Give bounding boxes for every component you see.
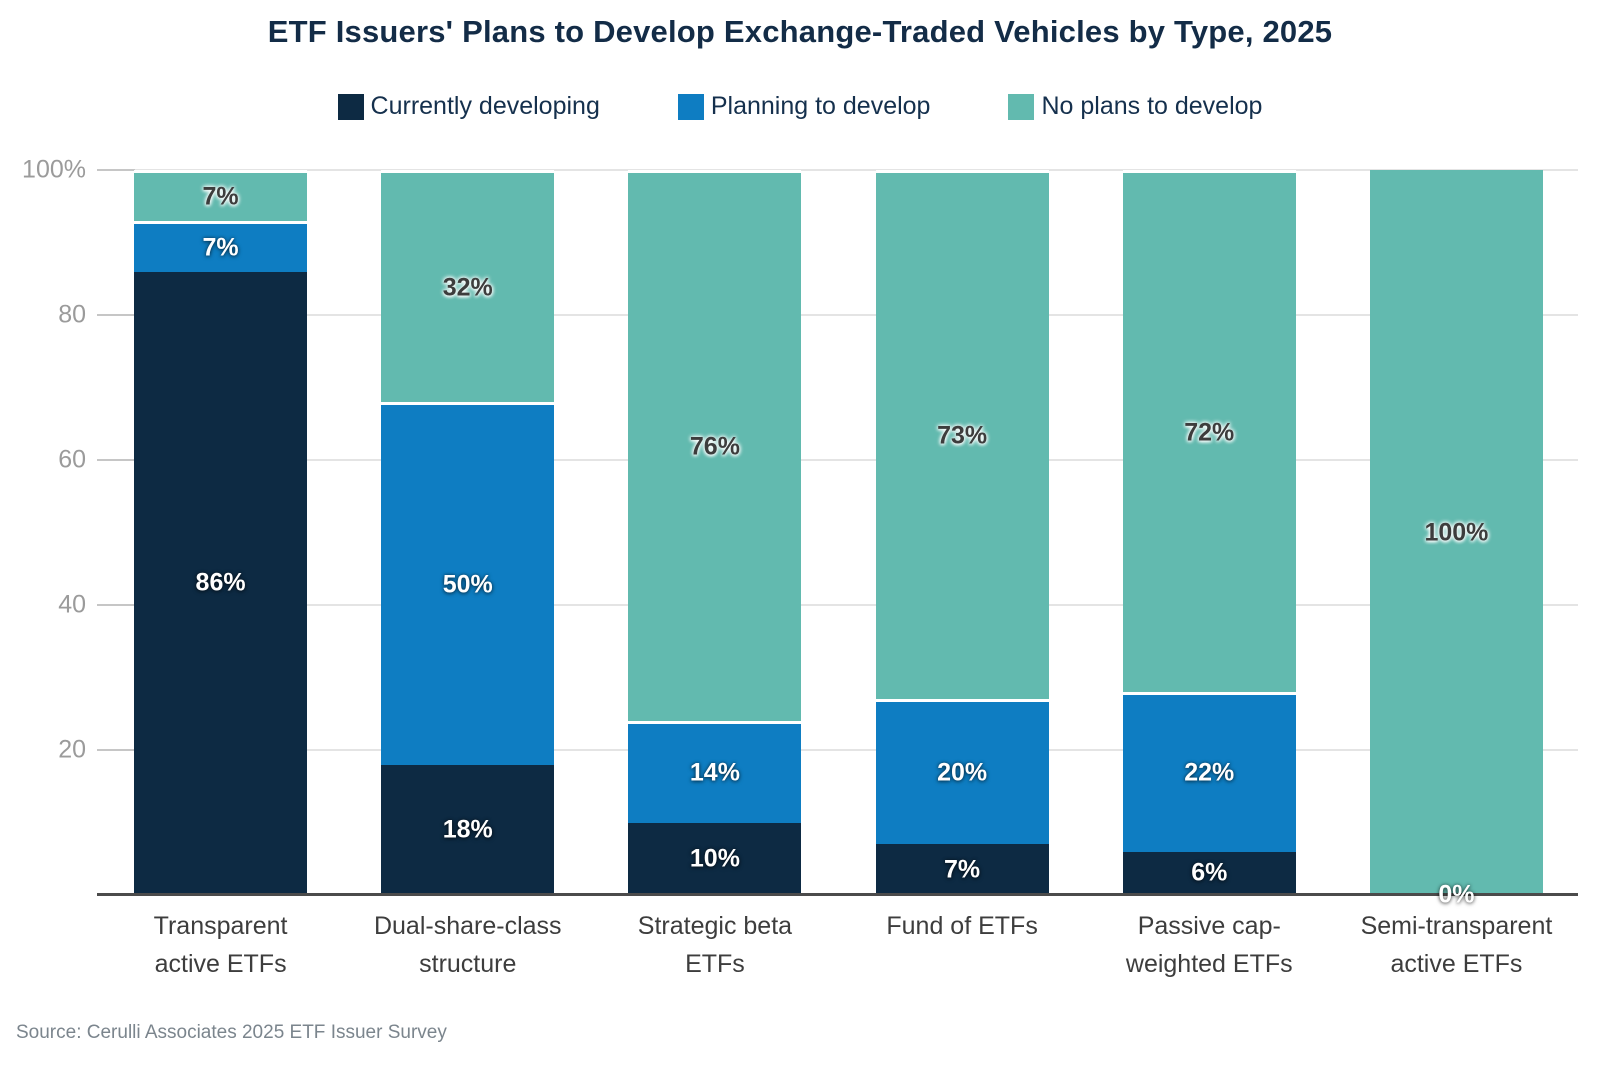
segment-value-label: 14% <box>689 758 740 787</box>
bar-transparent-active-etfs: 86% 7% 7% <box>134 170 308 895</box>
x-axis-label-semi-transparent-active-etfs: Semi-transparent active ETFs <box>1360 912 1553 978</box>
x-axis-label-strategic-beta-etfs: Strategic beta ETFs <box>637 912 793 978</box>
legend-label: Currently developing <box>370 92 600 120</box>
legend-label: Planning to develop <box>710 92 931 120</box>
segment-value-label: 7% <box>202 233 239 262</box>
segment-planning-to-develop: 7% <box>134 220 308 272</box>
gridline-20 <box>97 749 1578 751</box>
gridline-40 <box>97 604 1578 606</box>
bar-fund-of-etfs: 7% 20% 73% <box>875 170 1049 895</box>
y-tick-100 <box>97 169 135 171</box>
segment-value-label: 72% <box>1184 418 1235 446</box>
segment-value-label: 22% <box>1184 758 1235 787</box>
y-axis-label-100: 100% <box>22 155 86 184</box>
segment-planning-to-develop: 22% <box>1122 692 1296 852</box>
segment-currently-developing: 18% <box>381 764 555 895</box>
segment-value-label: 100% <box>1424 518 1489 546</box>
segment-value-label: 76% <box>689 432 740 461</box>
y-axis-label-80: 80 <box>58 300 86 329</box>
bar-slot: 18% 50% 32% <box>344 170 591 895</box>
bar-slot: 10% 14% 76% <box>591 170 838 895</box>
x-axis-label-fund-of-etfs: Fund of ETFs <box>886 912 1038 940</box>
legend: Currently developing Planning to develop… <box>0 92 1600 121</box>
segment-no-plans-to-develop: 7% <box>134 170 308 221</box>
bar-dual-share-class-structure: 18% 50% 32% <box>381 170 555 895</box>
segment-value-label: 7% <box>944 855 981 884</box>
bar-slot: 86% 7% 7% <box>97 170 344 895</box>
bar-slot: 7% 20% 73% <box>839 170 1086 895</box>
legend-label: No plans to develop <box>1041 92 1263 120</box>
bar-semi-transparent-active-etfs: 0% 100% <box>1369 170 1543 907</box>
segment-value-label: 50% <box>442 570 493 599</box>
legend-item-currently-developing: Currently developing <box>337 92 600 121</box>
segment-currently-developing: 10% <box>628 822 802 895</box>
x-axis-line <box>97 893 1578 896</box>
segment-currently-developing: 6% <box>1122 851 1296 895</box>
segment-value-label: 20% <box>937 758 988 787</box>
source-note: Source: Cerulli Associates 2025 ETF Issu… <box>16 1022 447 1043</box>
y-tick-40 <box>97 604 135 606</box>
legend-swatch-icon <box>677 93 704 120</box>
legend-item-no-plans-to-develop: No plans to develop <box>1008 92 1262 121</box>
x-axis-labels: Transparent active ETFs Dual-share-class st… <box>97 907 1580 983</box>
segment-no-plans-to-develop: 32% <box>381 170 555 402</box>
bar-strategic-beta-etfs: 10% 14% 76% <box>628 170 802 895</box>
segment-planning-to-develop: 14% <box>628 721 802 823</box>
bar-slot: 6% 22% 72% <box>1086 170 1333 895</box>
segment-value-label: 0% <box>1438 880 1475 909</box>
segment-value-label: 10% <box>689 844 740 873</box>
segment-value-label: 6% <box>1191 858 1228 887</box>
segment-value-label: 32% <box>442 273 493 301</box>
y-tick-60 <box>97 459 135 461</box>
legend-swatch-icon <box>337 93 364 120</box>
segment-currently-developing: 7% <box>875 844 1049 895</box>
y-tick-20 <box>97 749 135 751</box>
segment-value-label: 18% <box>442 815 493 844</box>
segment-no-plans-to-develop: 100% <box>1369 170 1543 895</box>
y-axis-label-20: 20 <box>58 735 86 764</box>
y-tick-80 <box>97 314 135 316</box>
bars-layer: 86% 7% 7% 18% 50% 32% 10% 14% 76% 7% 20% 73% 6% 22% 72… <box>97 170 1580 907</box>
x-axis-label-transparent-active-etfs: Transparent active ETFs <box>153 912 288 978</box>
plot-area: 100% 80 60 40 20 86% 7% 7% 18% 50% 32% 10% 14% 76% 7%… <box>0 157 1600 907</box>
bar-passive-cap-weighted-etfs: 6% 22% 72% <box>1122 170 1296 895</box>
legend-item-planning-to-develop: Planning to develop <box>677 92 931 121</box>
x-axis-label-passive-cap-weighted-etfs: Passive cap-weighted ETFs <box>1125 912 1293 978</box>
y-axis-label-40: 40 <box>58 590 86 619</box>
segment-currently-developing: 86% <box>134 271 308 895</box>
segment-planning-to-develop: 50% <box>381 402 555 765</box>
segment-no-plans-to-develop: 72% <box>1122 170 1296 692</box>
segment-value-label: 86% <box>195 568 246 597</box>
y-axis-label-60: 60 <box>58 445 86 474</box>
segment-value-label: 73% <box>937 421 988 450</box>
bar-slot: 0% 100% <box>1333 170 1580 907</box>
gridline-60 <box>97 459 1578 461</box>
legend-swatch-icon <box>1008 93 1035 120</box>
segment-value-label: 7% <box>202 182 239 211</box>
segment-planning-to-develop: 20% <box>875 699 1049 845</box>
segment-no-plans-to-develop: 76% <box>628 170 802 721</box>
x-axis-label-dual-share-class-structure: Dual-share-class structure <box>373 912 562 978</box>
gridline-100 <box>97 169 1578 171</box>
segment-no-plans-to-develop: 73% <box>875 170 1049 700</box>
chart-title: ETF Issuers' Plans to Develop Exchange-T… <box>267 14 1333 49</box>
gridline-80 <box>97 314 1578 316</box>
